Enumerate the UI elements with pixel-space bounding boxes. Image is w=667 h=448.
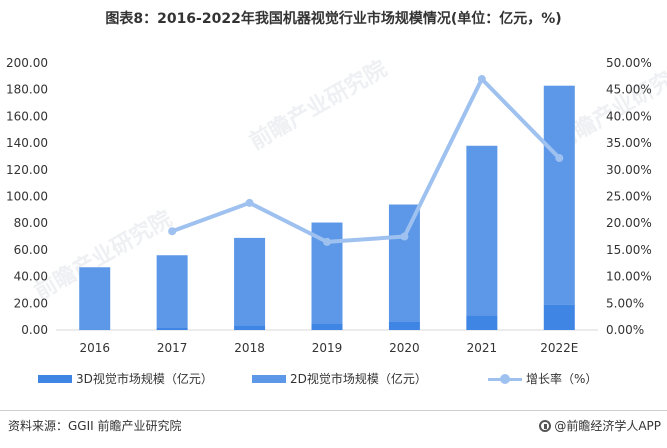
x-tick-label: 2017 [157,341,188,355]
y-tick-label: 160.00 [6,109,48,123]
watermark-text: 前瞻产业研究院 [245,56,391,156]
bar-3d [234,325,266,330]
y-tick-label: 140.00 [6,136,48,150]
y-tick-label: 40.00 [14,270,48,284]
growth-point [555,154,564,163]
bar-3d [388,321,420,330]
y-tick-label: 80.00 [14,216,48,230]
legend-label-growth: 增长率（%） [526,372,598,386]
growth-point [245,198,254,207]
x-tick-label: 2018 [234,341,265,355]
bar-3d [466,315,498,330]
y-tick-label: 60.00 [14,243,48,257]
bar-2d [156,255,188,328]
bar-3d [543,304,575,330]
brand-text: @前瞻经济学人APP [554,419,661,433]
growth-point [477,75,486,84]
y2-tick-label: 15.00% [606,243,652,257]
chart-title: 图表8：2016-2022年我国机器视觉行业市场规模情况(单位：亿元，%) [105,11,562,27]
legend-swatch-3d [38,374,72,383]
y2-tick-label: 10.00% [606,270,652,284]
bar-2d [466,145,498,316]
y2-tick-label: 40.00% [606,109,652,123]
source-note: 资料来源：GGII 前瞻产业研究院 [8,419,182,433]
legend-swatch-growth [488,373,522,384]
brand-logo-icon [539,419,552,432]
y-tick-label: 20.00 [14,296,48,310]
legend-label-3d: 3D视觉市场规模（亿元） [76,372,213,386]
bar-2d [79,267,111,330]
y-tick-label: 120.00 [6,163,48,177]
bar-3d [156,327,188,330]
y-tick-label: 0.00 [21,323,48,337]
bar-3d [311,323,343,330]
growth-point [323,237,331,246]
x-tick-label: 2019 [312,341,343,355]
legend-swatch-2d [252,374,286,383]
y2-tick-label: 20.00% [606,216,652,230]
x-tick-label: 2020 [389,341,420,355]
brand-credit: @前瞻经济学人APP [539,417,661,434]
x-tick-label: 2022E [540,341,578,355]
growth-point [168,227,177,236]
y2-tick-label: 50.00% [606,56,652,70]
y-tick-label: 100.00 [6,190,48,204]
y2-tick-label: 30.00% [606,163,652,177]
y2-tick-label: 25.00% [606,190,652,204]
bar-3d [79,329,111,330]
bar-2d [388,204,420,322]
y-tick-label: 200.00 [6,56,48,70]
x-tick-label: 2021 [467,341,498,355]
growth-line [170,77,562,244]
x-tick-label: 2016 [79,341,110,355]
legend-item-2d: 2D视觉市场规模（亿元） [252,370,427,387]
footer-divider [0,410,667,411]
legend-item-growth: 增长率（%） [488,370,597,387]
legend-item-3d: 3D视觉市场规模（亿元） [38,370,213,387]
growth-point [400,232,409,241]
bar-2d [543,85,575,305]
y2-tick-label: 35.00% [606,136,652,150]
y2-tick-label: 0.00% [606,323,644,337]
bar-2d [234,237,266,326]
y-tick-label: 180.00 [6,83,48,97]
y2-tick-label: 5.00% [606,296,644,310]
y2-tick-label: 45.00% [606,83,652,97]
legend-label-2d: 2D视觉市场规模（亿元） [290,372,427,386]
legend: 3D视觉市场规模（亿元） 2D视觉市场规模（亿元） 增长率（%） [0,370,667,392]
